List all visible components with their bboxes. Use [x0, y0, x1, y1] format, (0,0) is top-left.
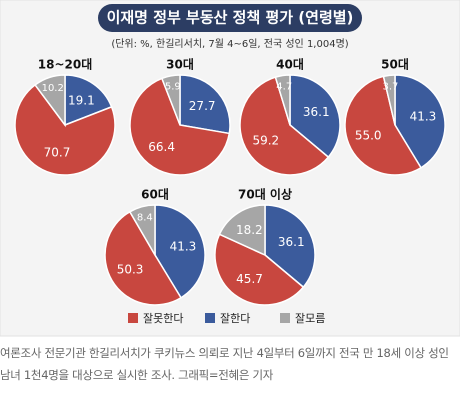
pie-title: 70대 이상	[238, 187, 292, 202]
pie-title: 18~20대	[38, 58, 93, 72]
value-label: 4.7	[276, 81, 292, 92]
pie-title: 30대	[166, 58, 194, 72]
pie-slice	[179, 74, 231, 135]
value-label: 18.2	[236, 223, 263, 237]
value-label: 36.1	[303, 105, 330, 119]
pie-slice	[128, 204, 156, 258]
pie-title: 60대	[141, 188, 169, 202]
pie-slice	[289, 74, 341, 159]
legend-swatch	[280, 313, 290, 323]
value-label: 8.4	[137, 212, 153, 223]
pie-slice	[214, 233, 305, 306]
pie-slice	[218, 204, 266, 257]
pie-slice	[64, 74, 113, 127]
value-label: 59.2	[252, 133, 279, 147]
value-label: 3.7	[383, 81, 399, 92]
legend-label: 잘못한다	[143, 312, 183, 325]
value-label: 41.3	[410, 110, 437, 124]
value-label: 55.0	[355, 129, 382, 143]
value-label: 10.2	[42, 83, 64, 94]
legend-label: 잘한다	[220, 312, 250, 325]
pie-slice	[344, 75, 423, 176]
value-label: 45.7	[236, 272, 263, 286]
value-label: 66.4	[148, 140, 175, 154]
pie-slice	[104, 210, 183, 306]
value-label: 50.3	[117, 262, 144, 276]
value-label: 5.9	[165, 82, 181, 93]
title-banner	[98, 4, 362, 32]
legend-label: 잘모름	[295, 312, 325, 325]
pie-slice	[14, 83, 116, 176]
chart-subtitle: (단위: %, 한길리서치, 7월 4~6일, 전국 성인 1,004명)	[111, 37, 348, 50]
value-label: 41.3	[170, 240, 197, 254]
value-label: 19.1	[68, 94, 95, 108]
pie-slice	[239, 76, 330, 176]
chart: 이재명 정부 부동산 정책 평가 (연령별) (단위: %, 한길리서치, 7월…	[0, 0, 460, 337]
value-label: 70.7	[44, 145, 71, 159]
legend-swatch	[128, 313, 138, 323]
legend-swatch	[205, 313, 215, 323]
pie-slice	[129, 77, 231, 176]
caption: 여론조사 전문기관 한길리서치가 쿠키뉴스 의뢰로 지난 4일부터 6일까지 전…	[0, 346, 449, 382]
pie-slice	[274, 74, 291, 126]
pie-title: 50대	[381, 58, 409, 72]
pie-slice	[264, 204, 316, 289]
pie-slice	[382, 74, 396, 126]
chart-title: 이재명 정부 부동산 정책 평가 (연령별)	[107, 9, 354, 27]
pie-slice	[160, 74, 181, 126]
value-label: 36.1	[278, 235, 305, 249]
pie-slice	[34, 74, 66, 128]
pie-title: 40대	[276, 58, 304, 72]
value-label: 27.7	[189, 99, 216, 113]
